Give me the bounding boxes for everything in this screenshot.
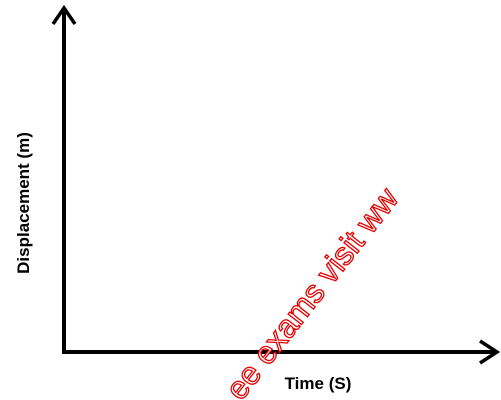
watermark-text: ee exams visit ww: [218, 180, 406, 400]
x-axis-arrowhead: [479, 339, 501, 365]
chart-axes: [51, 4, 501, 365]
y-axis-label: Displacement (m): [14, 132, 33, 274]
x-axis-label: Time (S): [285, 374, 352, 393]
y-axis-arrowhead: [51, 4, 77, 25]
